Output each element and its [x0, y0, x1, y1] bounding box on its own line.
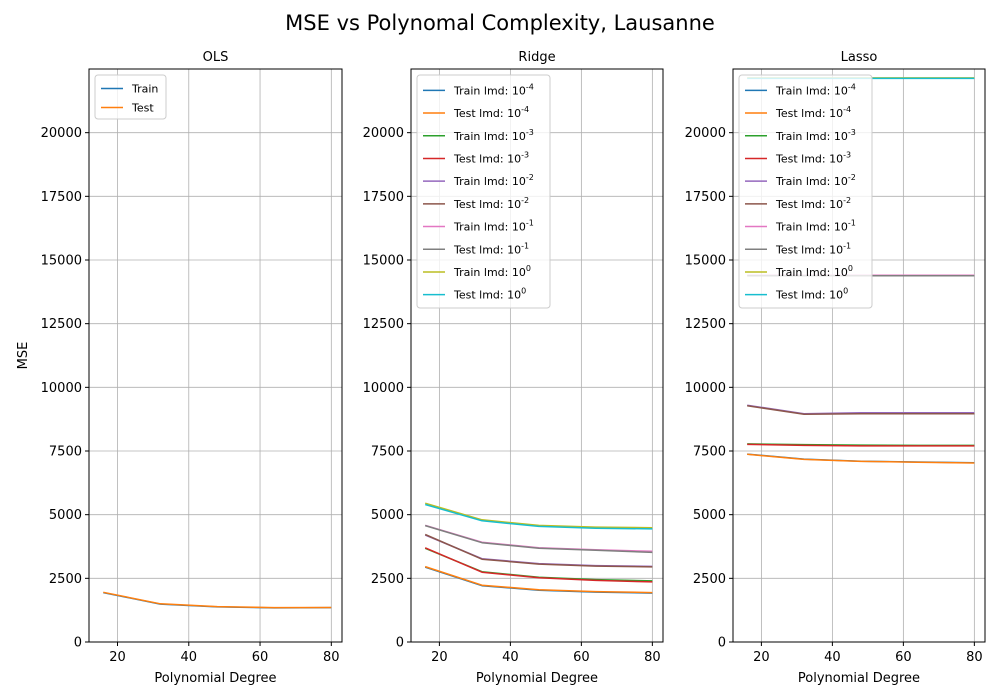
legend-entry: Test lmd: 10-2 [453, 196, 529, 211]
y-tick-label: 20000 [41, 126, 82, 141]
axes-frame [732, 68, 986, 643]
y-tick-label: 12500 [685, 317, 726, 332]
y-tick-label: 17500 [41, 190, 82, 205]
x-axis-label: Polynomial Degree [476, 671, 598, 686]
series-line-lasso-5 [747, 404, 975, 416]
series-line-lasso-3 [747, 443, 975, 447]
x-tick-label: 60 [895, 650, 912, 665]
y-tick-label: 0 [718, 636, 726, 651]
subplot-title: Lasso [841, 50, 878, 65]
legend-entry: Test lmd: 10-3 [775, 150, 851, 165]
y-tick-label: 5000 [49, 508, 82, 523]
series-line-ridge-6 [424, 524, 653, 553]
axes-frame [88, 68, 343, 643]
x-tick-label: 20 [431, 650, 448, 665]
legend-box [416, 74, 551, 309]
y-tick-label: 7500 [693, 445, 726, 460]
x-tick-label: 20 [109, 650, 126, 665]
y-tick-label: 20000 [685, 126, 726, 141]
legend-entry: Train lmd: 10-4 [775, 82, 856, 97]
legend-entry: Test lmd: 100 [453, 287, 526, 302]
y-tick-label: 2500 [371, 572, 404, 587]
x-tick-label: 60 [252, 650, 269, 665]
legend-entry: Test lmd: 10-3 [453, 150, 529, 165]
legend-ridge: Train lmd: 10-4 Test lmd: 10-4 Train lmd: … [416, 74, 551, 309]
y-tick-label: 10000 [363, 381, 404, 396]
x-tick-label: 40 [824, 650, 841, 665]
legend-entry: Test lmd: 10-2 [775, 196, 851, 211]
legend-entry: Train lmd: 10-2 [453, 173, 534, 188]
x-tick-label: 20 [753, 650, 770, 665]
y-tick-label: 15000 [41, 254, 82, 269]
legend-entry: Test [131, 102, 154, 115]
y-tick-label: 7500 [371, 445, 404, 460]
series-line-lasso-1 [747, 453, 975, 464]
x-axis-label: Polynomial Degree [154, 671, 276, 686]
legend-entry: Test lmd: 100 [775, 287, 848, 302]
legend-lasso: Train lmd: 10-4 Test lmd: 10-4 Train lmd: … [738, 74, 873, 309]
y-tick-label: 5000 [693, 508, 726, 523]
subplot-ols: 20 40 60 80 0 2500 5000 7500 10000 12500 15000 1750… [16, 50, 343, 686]
y-tick-label: 7500 [49, 445, 82, 460]
subplot-panels: 20 40 60 80 0 2500 5000 7500 10000 12500 15000 1750… [16, 50, 986, 686]
y-tick-label: 15000 [363, 254, 404, 269]
series-line-ridge-8 [424, 502, 653, 529]
y-tick-label: 5000 [371, 508, 404, 523]
legend-entry: Test lmd: 10-1 [453, 241, 529, 256]
subplot-lasso: 20 40 60 80 0 2500 5000 7500 10000 12500 15000 1750… [685, 50, 986, 686]
x-tick-label: 40 [181, 650, 198, 665]
legend-entry: Test lmd: 10-4 [453, 105, 529, 120]
y-axis-label: MSE [16, 342, 31, 370]
legend-entry: Test lmd: 10-1 [775, 241, 851, 256]
series-line-ridge-7 [424, 524, 653, 554]
series-line-ols-0 [103, 591, 332, 609]
x-tick-label: 80 [323, 650, 340, 665]
y-tick-label: 0 [74, 636, 82, 651]
x-tick-label: 80 [966, 650, 983, 665]
y-tick-label: 12500 [363, 317, 404, 332]
y-tick-label: 0 [396, 636, 404, 651]
x-tick-label: 40 [502, 650, 519, 665]
y-tick-label: 12500 [41, 317, 82, 332]
x-axis-label: Polynomial Degree [798, 671, 920, 686]
series-line-ridge-5 [424, 533, 653, 568]
y-tick-label: 17500 [685, 190, 726, 205]
series-line-ridge-9 [424, 503, 653, 530]
legend-entry: Train [131, 83, 158, 96]
subplot-ridge: 20 40 60 80 0 2500 5000 7500 10000 12500 15000 1750… [363, 50, 664, 686]
legend-entry: Train lmd: 10-2 [775, 173, 856, 188]
series-line-ridge-1 [424, 565, 653, 594]
x-tick-label: 80 [644, 650, 661, 665]
legend-entry: Train lmd: 10-3 [453, 128, 534, 143]
y-tick-label: 20000 [363, 126, 404, 141]
legend-entry: Train lmd: 10-3 [775, 128, 856, 143]
figure-title: MSE vs Polynomal Complexity, Lausanne [285, 11, 715, 35]
subplot-title: Ridge [518, 50, 555, 65]
y-tick-label: 2500 [49, 572, 82, 587]
legend-ols: Train Test [94, 74, 167, 120]
y-tick-label: 2500 [693, 572, 726, 587]
legend-entry: Train lmd: 10-1 [453, 219, 534, 234]
series-line-ols-1 [103, 591, 332, 609]
series-line-ridge-3 [424, 547, 653, 583]
legend-entry: Train lmd: 10-1 [775, 219, 856, 234]
x-tick-label: 60 [573, 650, 590, 665]
series-line-lasso-4 [747, 404, 975, 415]
y-tick-label: 15000 [685, 254, 726, 269]
y-tick-label: 10000 [41, 381, 82, 396]
axes-frame [410, 68, 664, 643]
legend-entry: Test lmd: 10-4 [775, 105, 851, 120]
legend-entry: Train lmd: 10-4 [453, 82, 534, 97]
legend-entry: Train lmd: 100 [453, 264, 531, 279]
legend-box [738, 74, 873, 309]
y-tick-label: 17500 [363, 190, 404, 205]
y-tick-label: 10000 [685, 381, 726, 396]
legend-entry: Train lmd: 100 [775, 264, 853, 279]
subplot-title: OLS [203, 50, 229, 65]
